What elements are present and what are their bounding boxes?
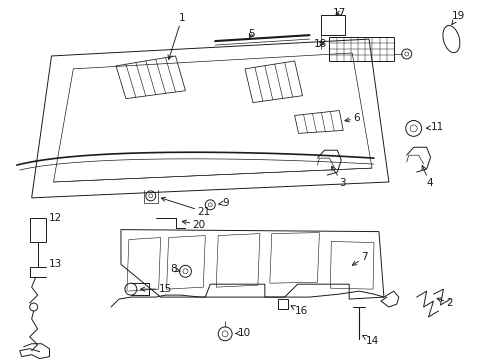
Text: 6: 6 (344, 113, 359, 123)
Text: 5: 5 (247, 29, 254, 39)
Text: 21: 21 (161, 197, 210, 217)
Text: 7: 7 (352, 252, 367, 265)
Text: 3: 3 (331, 166, 345, 188)
Text: 1: 1 (168, 13, 185, 59)
Text: 12: 12 (48, 213, 61, 223)
Text: 11: 11 (426, 122, 443, 132)
Text: 20: 20 (182, 220, 205, 230)
Text: 16: 16 (290, 306, 307, 316)
Text: 10: 10 (235, 328, 251, 338)
Text: 15: 15 (141, 284, 172, 294)
Bar (328, 37, 393, 61)
Text: 9: 9 (219, 198, 228, 208)
Text: 13: 13 (48, 259, 61, 269)
Bar (321, 15, 345, 35)
Bar (30, 218, 45, 242)
Text: 8: 8 (170, 264, 180, 274)
Text: 14: 14 (362, 336, 379, 346)
Text: 19: 19 (450, 11, 464, 24)
Text: 2: 2 (436, 298, 452, 308)
Text: 17: 17 (332, 8, 345, 18)
Text: 4: 4 (421, 166, 432, 188)
Bar (277, 299, 287, 309)
Text: 18: 18 (313, 39, 326, 49)
